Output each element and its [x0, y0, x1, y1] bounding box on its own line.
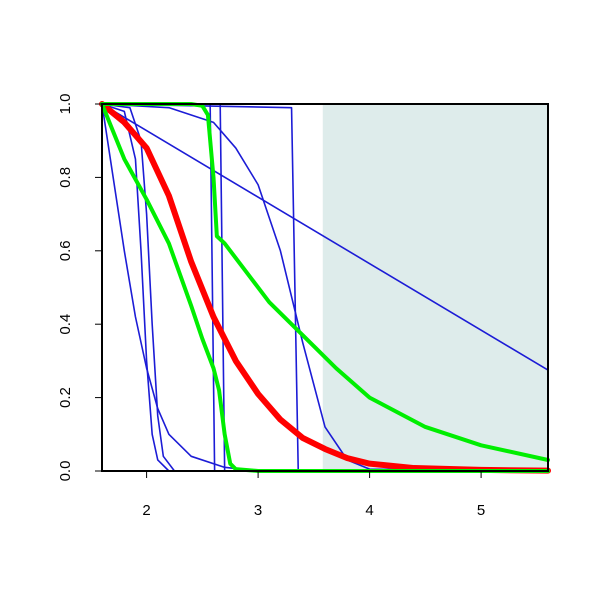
x-tick-label: 3: [254, 502, 262, 519]
highlight-region: [322, 104, 548, 471]
y-tick-label: 0.4: [57, 314, 74, 335]
series-line: [99, 101, 551, 474]
x-tick-label: 5: [477, 502, 485, 519]
series-line: [101, 103, 549, 472]
y-tick-label: 0.8: [57, 167, 74, 188]
y-tick-label: 0.0: [57, 461, 74, 482]
series-line: [101, 103, 549, 371]
series-line: [100, 102, 550, 473]
series-line: [100, 102, 550, 462]
y-tick-label: 0.6: [57, 240, 74, 261]
y-tick-label: 1.0: [57, 94, 74, 115]
plot-frame: [101, 103, 549, 472]
x-tick-label: 2: [142, 502, 150, 519]
y-tick-label: 0.2: [57, 387, 74, 408]
x-tick-label: 4: [365, 502, 373, 519]
